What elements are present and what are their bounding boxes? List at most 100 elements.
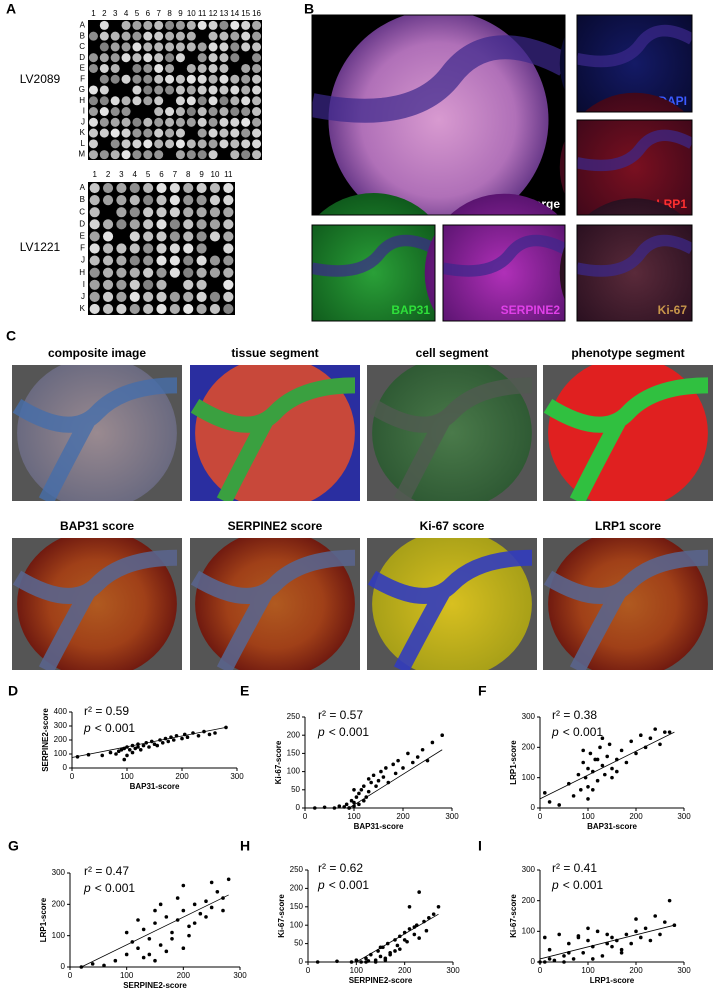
- y-tick-label: 0: [531, 803, 536, 812]
- data-point: [610, 766, 614, 771]
- tissue-core: [183, 207, 194, 218]
- data-point: [185, 735, 190, 739]
- tissue-core: [110, 74, 120, 84]
- tissue-core: [175, 31, 185, 41]
- tissue-core: [132, 74, 142, 84]
- data-point: [373, 960, 378, 964]
- data-point: [658, 742, 662, 747]
- row-label: D: [79, 219, 85, 228]
- tissue-core: [143, 20, 153, 30]
- data-point: [226, 877, 231, 882]
- data-point: [581, 748, 585, 753]
- tissue-core: [88, 85, 98, 95]
- panel-label: G: [8, 838, 19, 854]
- data-point: [196, 734, 201, 738]
- y-tick-label: 0: [61, 962, 66, 971]
- tissue-core: [165, 139, 175, 149]
- tissue-core: [129, 207, 140, 218]
- stroma-band: [367, 377, 533, 505]
- r-squared: r² = 0.59: [84, 704, 129, 718]
- segment-title: phenotype segment: [571, 346, 684, 360]
- segment-title: cell segment: [416, 346, 489, 360]
- data-point: [379, 769, 383, 774]
- tissue-core: [132, 85, 142, 95]
- tissue-image: [312, 193, 454, 321]
- tissue-core: [165, 53, 175, 63]
- tissue-core: [209, 195, 221, 206]
- tissue-core: [132, 96, 142, 106]
- data-point: [192, 921, 197, 925]
- tissue-core: [132, 63, 142, 73]
- column-label: 6: [146, 9, 151, 18]
- r-squared: r² = 0.57: [318, 708, 363, 722]
- column-label: 12: [209, 9, 218, 18]
- stroma-band: [543, 549, 709, 670]
- data-point: [629, 739, 633, 744]
- channel-label: SERPINE2: [501, 303, 561, 317]
- tissue-core: [241, 74, 251, 84]
- data-point: [160, 741, 165, 745]
- tissue-core: [209, 231, 221, 242]
- column-label: 16: [252, 9, 261, 18]
- tissue-core: [99, 74, 109, 84]
- x-tick-label: 100: [581, 966, 595, 975]
- row-label: K: [80, 304, 86, 313]
- tissue-core: [230, 117, 240, 127]
- tissue-core: [102, 182, 114, 194]
- tissue-core: [183, 255, 194, 266]
- tissue-core: [110, 139, 120, 149]
- row-label: L: [81, 139, 86, 148]
- data-point: [406, 751, 410, 756]
- data-point: [605, 754, 609, 759]
- tissue-core: [121, 20, 131, 30]
- data-point: [667, 730, 672, 734]
- y-tick-label: 50: [294, 939, 303, 948]
- tissue-core: [186, 85, 196, 95]
- data-point: [581, 760, 585, 765]
- tissue-core: [156, 219, 167, 230]
- x-tick-label: 200: [629, 812, 643, 821]
- image-frame: [576, 224, 693, 322]
- y-tick-label: 250: [290, 865, 304, 874]
- data-point: [374, 784, 378, 788]
- data-point: [313, 806, 317, 810]
- tissue-core: [156, 182, 167, 194]
- segment-title: tissue segment: [231, 346, 318, 360]
- tissue-core: [110, 150, 120, 160]
- tissue-core: [252, 150, 262, 160]
- x-tick-label: 300: [446, 966, 460, 975]
- p-symbol: p: [551, 878, 559, 892]
- data-point: [430, 740, 435, 745]
- p-symbol: p: [317, 878, 325, 892]
- r-squared: r² = 0.38: [552, 708, 597, 722]
- tissue-core: [154, 128, 164, 138]
- tissue-core: [169, 219, 180, 230]
- tissue-core: [252, 139, 262, 149]
- tissue-core: [143, 231, 154, 242]
- data-point: [315, 960, 320, 964]
- tissue-core: [252, 42, 262, 52]
- tissue-core: [175, 85, 185, 95]
- x-axis-label: BAP31-score: [354, 822, 404, 831]
- tissue-core: [143, 96, 153, 106]
- data-point: [155, 743, 160, 748]
- data-point: [562, 960, 566, 964]
- tissue-core: [165, 20, 175, 30]
- x-tick-label: 0: [538, 966, 543, 975]
- tissue-core: [110, 96, 120, 106]
- tissue-core: [186, 107, 196, 117]
- tissue-core: [197, 96, 207, 106]
- tissue-core: [230, 150, 240, 160]
- tissue-core: [121, 96, 131, 106]
- column-label: 7: [156, 9, 161, 18]
- x-tick-label: 0: [303, 812, 308, 821]
- tissue-core: [183, 231, 194, 242]
- row-label: H: [79, 96, 85, 105]
- data-point: [440, 733, 445, 737]
- tissue-core: [169, 231, 180, 242]
- x-tick-label: 0: [70, 772, 75, 781]
- tissue-core: [89, 255, 100, 266]
- tissue-core: [186, 63, 196, 73]
- data-point: [352, 800, 356, 805]
- data-point: [337, 804, 342, 808]
